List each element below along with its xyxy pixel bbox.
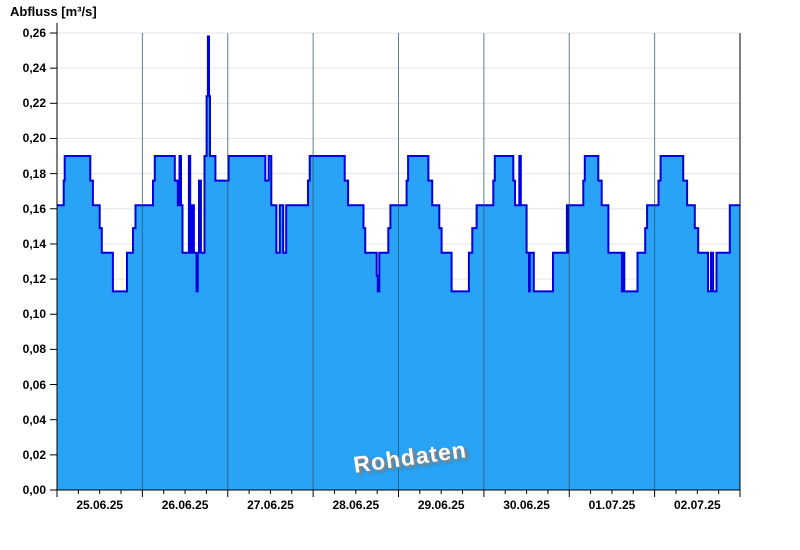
y-tick-label: 0,10 — [22, 307, 46, 322]
chart-title: Abfluss [m³/s] — [10, 4, 97, 19]
y-tick-label: 0,04 — [22, 412, 46, 427]
x-tick-label: 30.06.25 — [503, 498, 550, 512]
y-tick-label: 0,16 — [22, 201, 46, 216]
series-outline — [57, 35, 740, 293]
x-tick-label: 02.07.25 — [673, 498, 721, 512]
y-tick-label: 0,26 — [22, 26, 46, 40]
y-tick-label: 0,00 — [22, 483, 46, 497]
x-tick-label: 26.06.25 — [161, 498, 209, 512]
x-tick-label: 28.06.25 — [332, 498, 380, 512]
y-tick-label: 0,18 — [22, 166, 46, 181]
y-tick-label: 0,06 — [22, 377, 46, 392]
x-tick-label: 27.06.25 — [247, 498, 294, 512]
y-tick-label: 0,14 — [22, 236, 46, 251]
y-tick-label: 0,02 — [22, 447, 46, 462]
x-tick-label: 01.07.25 — [588, 498, 636, 512]
x-tick-label: 25.06.25 — [76, 498, 124, 512]
y-tick-label: 0,12 — [22, 272, 46, 287]
y-tick-label: 0,20 — [22, 131, 46, 146]
y-tick-label: 0,08 — [22, 342, 46, 357]
x-tick-label: 29.06.25 — [417, 498, 465, 512]
y-tick-label: 0,24 — [22, 61, 46, 76]
axes-and-ticks — [50, 23, 741, 497]
day-boundary-gridlines — [141, 33, 656, 490]
y-tick-label: 0,22 — [22, 96, 46, 111]
